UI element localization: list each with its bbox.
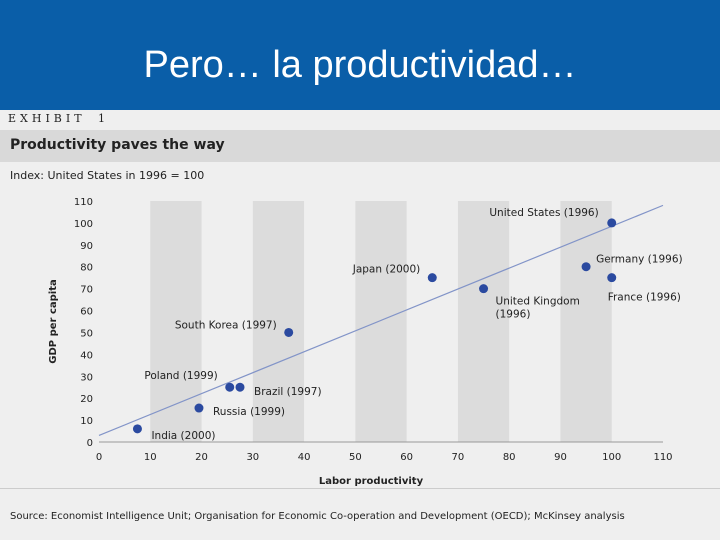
y-tick-label: 20 [80,394,93,405]
plot-band [457,201,510,442]
y-tick-label: 50 [80,328,93,339]
point-label: Poland (1999) [144,370,217,382]
data-point [284,327,294,337]
point-label: United Kingdom (1996) [496,296,580,321]
chart-title: Productivity paves the way [10,137,225,153]
y-tick-label: 100 [74,219,93,230]
plot-band [252,201,305,442]
slide-header [0,0,720,110]
y-tick-label: 60 [80,307,93,318]
point-label: South Korea (1997) [175,319,277,331]
y-tick-label: 30 [80,372,93,383]
x-tick-label: 20 [195,452,208,463]
x-tick-label: 40 [298,452,311,463]
scatter-chart: 0 10 20 30 40 50 60 70 80 90 100 110 0 10 20 30 40 50 60 70… [48,197,683,487]
point-label: Russia (1999) [213,406,285,418]
trend-line [98,204,664,436]
data-point [235,382,245,392]
x-tick-label: 100 [602,452,621,463]
x-tick-label: 90 [554,452,567,463]
data-point [225,382,235,392]
point-label: Brazil (1997) [254,386,322,398]
y-tick-label: 40 [80,350,93,361]
data-point [607,218,617,228]
x-tick-label: 50 [349,452,362,463]
point-label: France (1996) [608,292,681,304]
point-label: India (2000) [151,430,215,442]
point-label: Japan (2000) [352,264,421,276]
source-note: Source: Economist Intelligence Unit; Org… [10,511,625,522]
y-tick-label: 0 [87,438,93,449]
exhibit-number: 1 [98,112,105,125]
y-axis-label: GDP per capita [48,279,59,363]
y-tick-label: 10 [80,416,93,427]
x-tick-label: 70 [452,452,465,463]
y-tick-label: 80 [80,263,93,274]
x-tick-label: 60 [400,452,413,463]
x-tick-label: 0 [96,452,102,463]
chart-subtitle: Index: United States in 1996 = 100 [10,169,205,182]
x-tick-label: 30 [246,452,259,463]
data-point [581,262,591,272]
y-tick-label: 90 [80,241,93,252]
slide-title: Pero… la productividad… [143,44,577,86]
data-point [427,273,437,283]
plot-band [560,201,612,442]
data-point [479,284,489,294]
chart-subtitle-band [0,162,720,184]
exhibit-label: EXHIBIT [8,112,86,125]
plot-band [150,201,202,442]
y-tick-label: 110 [74,197,93,208]
source-divider [0,488,720,489]
data-point [607,273,617,283]
x-tick-label: 10 [144,452,157,463]
x-tick-label: 80 [503,452,516,463]
x-tick-label: 110 [653,452,672,463]
x-axis-label: Labor productivity [319,476,424,487]
y-tick-label: 70 [80,285,93,296]
point-label: Germany (1996) [596,254,683,266]
data-point [132,424,142,434]
point-label: United States (1996) [489,207,598,219]
data-point [194,403,204,413]
plot-band [355,201,407,442]
